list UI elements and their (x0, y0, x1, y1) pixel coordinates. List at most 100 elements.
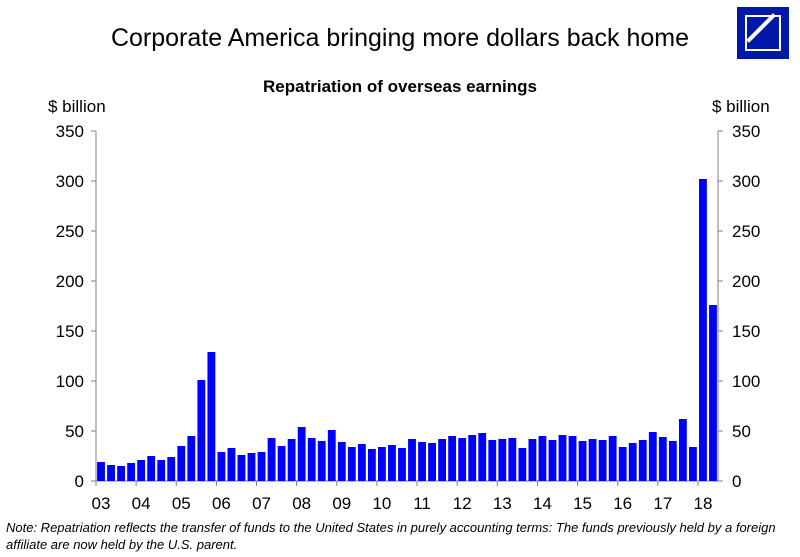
bar (478, 433, 487, 481)
bar (307, 438, 316, 481)
bar (217, 452, 226, 481)
bar (257, 452, 266, 481)
bar (548, 440, 557, 481)
bar (508, 438, 517, 481)
bar (689, 447, 697, 481)
bar (267, 438, 276, 481)
y-axis-unit-left: $ billion (48, 97, 106, 116)
bar (418, 442, 426, 481)
x-tick-label: 08 (292, 494, 311, 513)
bar (648, 432, 657, 481)
bar (709, 305, 717, 481)
bar (147, 456, 156, 481)
bar (127, 463, 136, 481)
logo-frame (745, 15, 781, 51)
x-tick-label: 12 (453, 494, 472, 513)
bar (327, 430, 336, 481)
bar (117, 466, 125, 481)
bar (357, 444, 366, 481)
bar (227, 448, 236, 481)
y-tick-label-left: 100 (56, 372, 84, 391)
y-tick-label-left: 150 (56, 322, 84, 341)
x-tick-label: 09 (332, 494, 351, 513)
bar (317, 441, 326, 481)
y-tick-label-right: 0 (732, 472, 741, 491)
bar (578, 441, 587, 481)
x-tick-label: 11 (413, 494, 431, 513)
y-tick-label-left: 50 (65, 422, 84, 441)
y-tick-label-left: 200 (56, 272, 84, 291)
chart-title: Repatriation of overseas earnings (263, 77, 537, 96)
x-tick-label: 06 (212, 494, 231, 513)
x-tick-label: 13 (493, 494, 512, 513)
bar (197, 380, 206, 481)
x-tick-label: 04 (132, 494, 151, 513)
x-tick-label: 15 (573, 494, 592, 513)
bar (97, 462, 105, 481)
bar (498, 439, 507, 481)
bar (458, 438, 467, 481)
x-tick-label: 10 (372, 494, 391, 513)
x-tick-label: 05 (172, 494, 191, 513)
y-tick-label-right: 50 (732, 422, 751, 441)
bar (538, 436, 547, 481)
bar (528, 439, 537, 481)
bar (668, 441, 677, 481)
bar (518, 448, 527, 481)
bar (408, 439, 416, 481)
x-tick-label: 17 (653, 494, 672, 513)
bar (628, 443, 637, 481)
y-tick-label-left: 350 (56, 122, 84, 141)
y-tick-label-right: 200 (732, 272, 760, 291)
bar (428, 443, 436, 481)
y-tick-label-right: 150 (732, 322, 760, 341)
y-tick-label-left: 250 (56, 222, 84, 241)
y-tick-label-right: 300 (732, 172, 760, 191)
y-tick-label-left: 0 (75, 472, 84, 491)
bar (207, 352, 216, 481)
bar (167, 457, 176, 481)
bar (678, 419, 687, 481)
y-tick-label-right: 350 (732, 122, 760, 141)
bar (588, 439, 597, 481)
y-axis-unit-right: $ billion (712, 97, 770, 116)
bar (598, 440, 607, 481)
bar (347, 447, 356, 481)
bar (107, 465, 115, 481)
bar (187, 436, 196, 481)
x-tick-label: 07 (252, 494, 271, 513)
y-tick-label-left: 300 (56, 172, 84, 191)
x-tick-label: 14 (533, 494, 552, 513)
bar (558, 435, 567, 481)
bar (137, 460, 146, 481)
x-tick-label: 03 (92, 494, 111, 513)
bar (438, 439, 447, 481)
bar (337, 442, 346, 481)
bar (699, 179, 707, 481)
y-tick-label-right: 250 (732, 222, 760, 241)
bar (237, 455, 246, 481)
bar (468, 435, 477, 481)
bar (638, 440, 647, 481)
bar (157, 460, 166, 481)
bar (287, 439, 296, 481)
main-title: Corporate America bringing more dollars … (110, 24, 690, 52)
bar (177, 446, 186, 481)
bar (488, 440, 497, 481)
x-tick-label: 16 (613, 494, 632, 513)
bar (618, 447, 627, 481)
bar (448, 436, 457, 481)
bar (388, 445, 396, 481)
bar (247, 453, 256, 481)
bar (297, 427, 306, 481)
bar (367, 449, 376, 481)
bar (608, 436, 617, 481)
bar (277, 446, 286, 481)
deutsche-bank-logo (737, 7, 789, 59)
bar (568, 436, 577, 481)
y-tick-label-right: 100 (732, 372, 760, 391)
bar (658, 437, 667, 481)
footnote: Note: Repatriation reflects the transfer… (6, 520, 776, 552)
bar (398, 448, 406, 481)
